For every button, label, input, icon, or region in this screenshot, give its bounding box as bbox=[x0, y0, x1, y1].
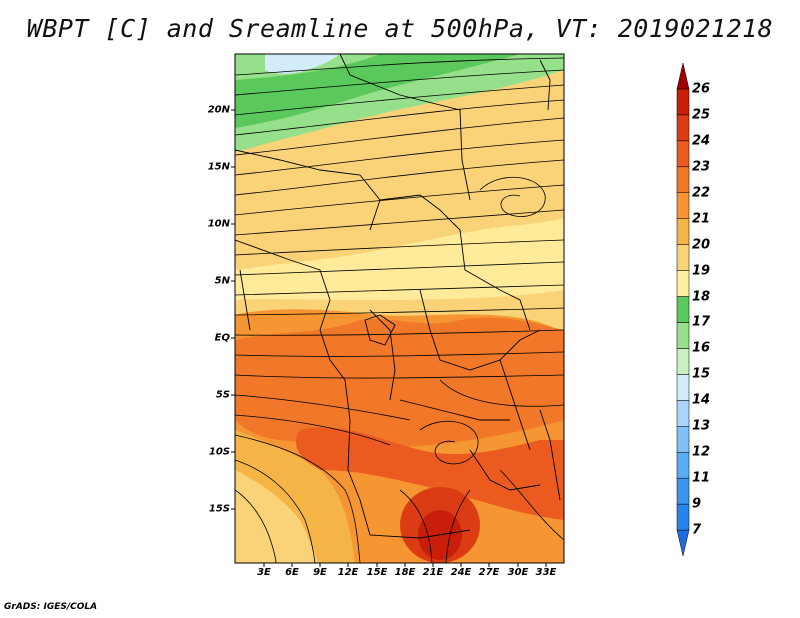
lon-label-12e: 12E bbox=[337, 567, 359, 578]
footer-credit: GrADS: IGES/COLA bbox=[4, 602, 98, 612]
colorbar-level-label: 14 bbox=[692, 392, 711, 408]
lon-label-33e: 33E bbox=[535, 567, 557, 578]
map-title: WBPT [C] and Sreamline at 500hPa, VT: 20… bbox=[26, 14, 774, 43]
colorbar-segment bbox=[676, 400, 690, 427]
colorbar-segment bbox=[676, 348, 690, 375]
colorbar-segment bbox=[676, 192, 690, 219]
colorbar-segment bbox=[676, 296, 690, 323]
colorbar-level-label: 20 bbox=[692, 237, 711, 253]
colorbar-level-label: 24 bbox=[692, 133, 711, 149]
colorbar-segment bbox=[676, 374, 690, 401]
lon-label-9e: 9E bbox=[313, 567, 327, 578]
colorbar-segment bbox=[676, 426, 690, 453]
country-borders bbox=[235, 54, 561, 539]
colorbar-segment bbox=[676, 270, 690, 297]
colorbar-level-label: 7 bbox=[692, 522, 702, 538]
colorbar-level-label: 22 bbox=[692, 185, 711, 201]
colorbar-level-label: 11 bbox=[692, 470, 711, 486]
colorbar-level-label: 17 bbox=[692, 314, 711, 330]
lon-label-27e: 27E bbox=[478, 567, 500, 578]
colorbar-segment bbox=[676, 114, 690, 142]
colorbar-segment bbox=[676, 166, 690, 193]
colorbar-segment bbox=[676, 88, 690, 116]
colorbar-segment bbox=[676, 140, 690, 168]
colorbar-segment bbox=[676, 218, 690, 245]
colorbar-level-label: 19 bbox=[692, 263, 711, 279]
lon-label-15e: 15E bbox=[366, 567, 388, 578]
lat-label-20n: 20N bbox=[207, 104, 230, 116]
lon-label-18e: 18E bbox=[394, 567, 416, 578]
lon-label-3e: 3E bbox=[257, 567, 271, 578]
colorbar-level-label: 21 bbox=[692, 211, 711, 227]
colorbar bbox=[676, 62, 690, 557]
lat-label-5s: 5S bbox=[215, 389, 230, 401]
colorbar-level-label: 9 bbox=[692, 496, 702, 512]
colorbar-level-label: 15 bbox=[692, 366, 711, 382]
lat-label-eq: EQ bbox=[214, 332, 230, 344]
colorbar-level-label: 13 bbox=[692, 418, 711, 434]
colorbar-segment bbox=[676, 244, 690, 271]
colorbar-level-label: 23 bbox=[692, 159, 711, 175]
lat-label-10n: 10N bbox=[207, 218, 230, 230]
colorbar-segment bbox=[676, 451, 690, 479]
colorbar-level-label: 12 bbox=[692, 444, 711, 460]
lon-label-30e: 30E bbox=[507, 567, 529, 578]
lon-label-24e: 24E bbox=[450, 567, 472, 578]
axis-ticks bbox=[231, 109, 547, 567]
lon-label-6e: 6E bbox=[285, 567, 299, 578]
lon-label-21e: 21E bbox=[422, 567, 444, 578]
colorbar-segment bbox=[676, 322, 690, 349]
lat-label-10s: 10S bbox=[208, 446, 230, 458]
colorbar-level-label: 25 bbox=[692, 107, 711, 123]
wbpt-field bbox=[235, 54, 564, 563]
colorbar-level-label: 18 bbox=[692, 289, 711, 305]
colorbar-level-label: 26 bbox=[692, 81, 711, 97]
colorbar-level-label: 16 bbox=[692, 340, 711, 356]
streamlines bbox=[235, 57, 564, 563]
lat-label-15s: 15S bbox=[208, 503, 230, 515]
colorbar-segment bbox=[676, 503, 690, 531]
colorbar-segment bbox=[676, 62, 690, 90]
lat-label-15n: 15N bbox=[207, 161, 230, 173]
lat-label-5n: 5N bbox=[214, 275, 230, 287]
colorbar-segment bbox=[676, 529, 690, 557]
colorbar-segment bbox=[676, 477, 690, 505]
plot-frame bbox=[234, 53, 565, 564]
